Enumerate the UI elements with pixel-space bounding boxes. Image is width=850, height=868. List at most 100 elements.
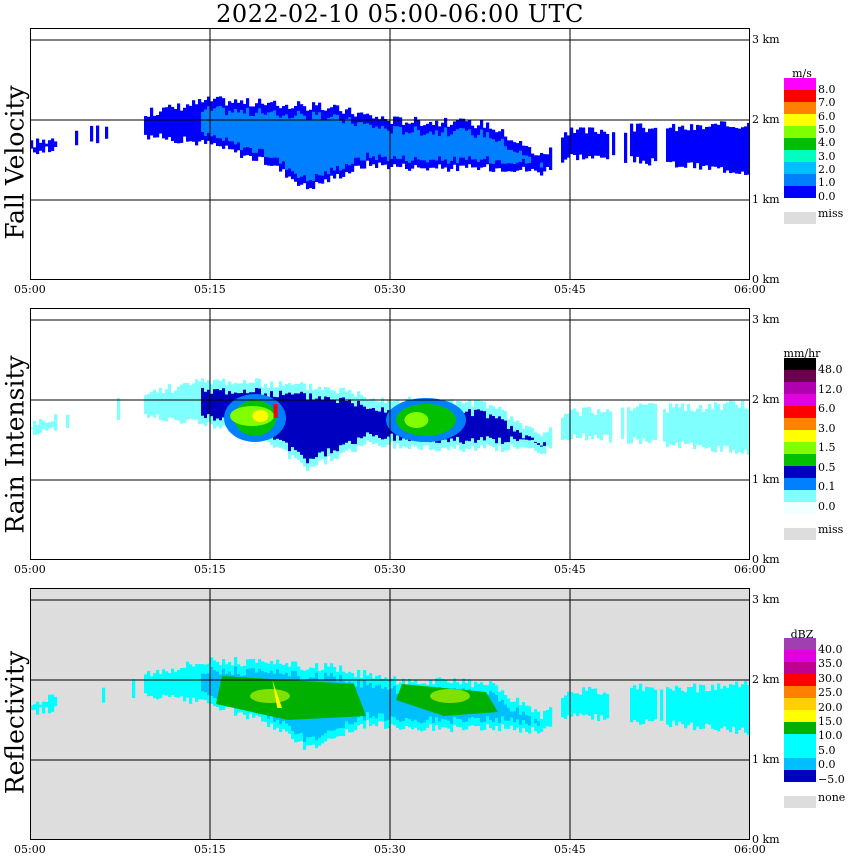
echo-column [90,125,94,142]
echo-column [633,131,637,163]
echo-column-inner [480,129,484,160]
echo-column [726,687,730,730]
echo-column [711,124,715,167]
echo-column [564,132,568,160]
colorbar-swatch [784,442,816,454]
echo-column [648,128,652,166]
echo-column-inner [402,134,406,156]
echo-column [42,701,46,714]
echo-column-inner [510,149,514,164]
echo-column [603,412,607,435]
echo-column [573,408,577,435]
colorbar-label: 1.0 [818,176,836,190]
echo-column [183,107,187,137]
echo-column [174,671,178,698]
echo-column-inner [441,132,445,161]
echo-column [534,155,538,171]
echo-column [117,398,121,420]
echo-column-inner [447,136,451,164]
echo-column-inner [318,396,322,453]
height-tick-label: 2 km [752,393,780,406]
echo-column [714,402,718,453]
height-tick-label: 3 km [752,313,780,326]
echo-column [543,710,547,729]
height-tick-label: 3 km [752,593,780,606]
echo-column-inner [279,117,283,164]
echo-column [735,681,739,734]
echo-column-inner [495,694,499,718]
echo-column-inner [519,714,523,725]
time-tick-label: 06:00 [734,283,766,296]
echo-column-inner [528,715,532,726]
echo-column-inner [522,711,526,721]
echo-column [540,436,544,454]
echo-column [186,104,190,142]
echo-column [150,391,154,416]
colorbar-label: 0.0 [818,758,836,772]
echo-column [711,409,715,452]
echo-column-inner [276,115,280,158]
echo-column [36,701,40,715]
colorbar-label: 4.0 [818,136,836,150]
echo-column-inner [378,128,382,155]
colorbar-swatch [784,174,816,186]
echo-column-inner [294,115,298,174]
echo-column [75,130,79,146]
echo-column-inner [360,687,364,716]
echo-column [156,115,160,138]
echo-column-inner [453,131,457,157]
fall-velocity-panel: Fall Velocity m/s 8.0 7.0 6.0 5.0 4.0 3.0 2.0 1… [0,0,850,300]
echo-column [576,129,580,161]
time-tick-label: 05:15 [194,283,226,296]
echo-column [549,707,553,727]
echo-column-inner [531,437,535,440]
echo-column-inner [363,123,367,161]
colorbar-swatch [784,430,816,442]
echo-column-inner [465,411,469,441]
echo-column-inner [204,391,208,419]
echo-column-inner [273,110,277,158]
echo-column-inner [327,117,331,175]
echo-column [645,132,649,164]
echo-column [663,409,667,442]
echo-column-inner [303,115,307,176]
echo-column-inner [237,112,241,143]
echo-column [33,704,37,710]
echo-column-inner [525,155,529,164]
echo-column [684,129,688,168]
echo-column [186,382,190,420]
echo-column-inner [321,119,325,176]
echo-column-inner [513,431,517,440]
echo-column [630,123,634,157]
echo-column [648,403,652,444]
colorbar-missing-swatch [784,528,816,540]
echo-column [588,686,592,716]
echo-column [738,407,742,452]
echo-column [549,147,553,170]
echo-column [606,134,610,160]
echo-column-inner [378,411,382,438]
colorbar-missing-swatch [784,796,816,808]
echo-column [147,670,151,697]
echo-column [189,664,193,704]
colorbar-label: 7.0 [818,96,836,110]
echo-column [570,127,574,155]
echo-column-inner [312,399,316,459]
echo-column-inner [381,688,385,714]
echo-column-inner [417,693,421,723]
time-tick-label: 05:00 [14,843,46,856]
colorbar-swatch [784,358,816,370]
reflectivity-ylabel: Reflectivity [0,650,30,795]
echo-column [744,680,748,733]
echo-column-inner [504,420,508,443]
echo-column-inner [369,124,373,158]
echo-column [681,125,685,167]
colorbar-swatch [784,138,816,150]
echo-column [669,127,673,163]
echo-column-inner [351,123,355,164]
echo-column [39,419,43,433]
echo-column [171,392,175,419]
echo-column [180,668,184,697]
echo-column-inner [483,137,487,159]
echo-column [744,408,748,450]
